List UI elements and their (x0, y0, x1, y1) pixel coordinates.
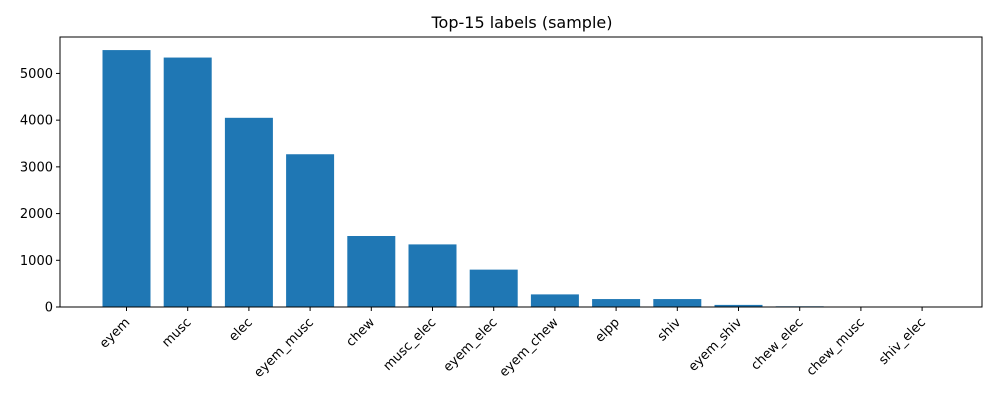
bar-musc-elec (408, 244, 457, 307)
bar-chew (347, 236, 396, 307)
y-tick-label: 3000 (20, 160, 53, 175)
bar-musc (163, 57, 212, 307)
x-tick-label: chew_elec (748, 315, 806, 373)
x-tick-label: eyem_elec (441, 315, 501, 375)
bar-eyem-chew (530, 294, 579, 307)
chart-title: Top-15 labels (sample) (431, 13, 613, 32)
y-tick-label: 5000 (20, 67, 53, 82)
bar-shiv (653, 299, 702, 307)
x-tick-label: eyem_chew (497, 315, 562, 380)
bars-group (102, 50, 947, 307)
x-tick-label: eyem_shiv (686, 315, 746, 375)
x-tick-label: chew (343, 315, 378, 350)
x-tick-label: shiv_elec (876, 315, 929, 368)
x-tick-label: shiv (655, 315, 684, 344)
bar-eyem-elec (469, 269, 518, 307)
y-tick-label: 0 (45, 301, 53, 316)
y-tick-label: 2000 (20, 207, 53, 222)
x-tick-label: musc_elec (381, 315, 440, 374)
plot-frame (59, 36, 983, 308)
bar-eyem-shiv (714, 304, 763, 307)
bar-elpp (592, 299, 641, 307)
bar-elec (224, 117, 273, 307)
y-axis: 0 1000 2000 3000 4000 5000 (20, 67, 60, 316)
x-tick-label: eyem (97, 315, 133, 351)
bar-eyem (102, 50, 151, 307)
x-tick-label: eyem_musc (251, 315, 317, 381)
y-tick-label: 1000 (20, 254, 53, 269)
y-tick-label: 4000 (20, 114, 53, 129)
x-tick-label: musc (159, 315, 194, 350)
x-tick-label: elpp (592, 315, 622, 345)
x-tick-label: elec (226, 315, 256, 345)
bar-eyem-musc (286, 154, 335, 307)
x-tick-label: chew_musc (804, 315, 868, 379)
